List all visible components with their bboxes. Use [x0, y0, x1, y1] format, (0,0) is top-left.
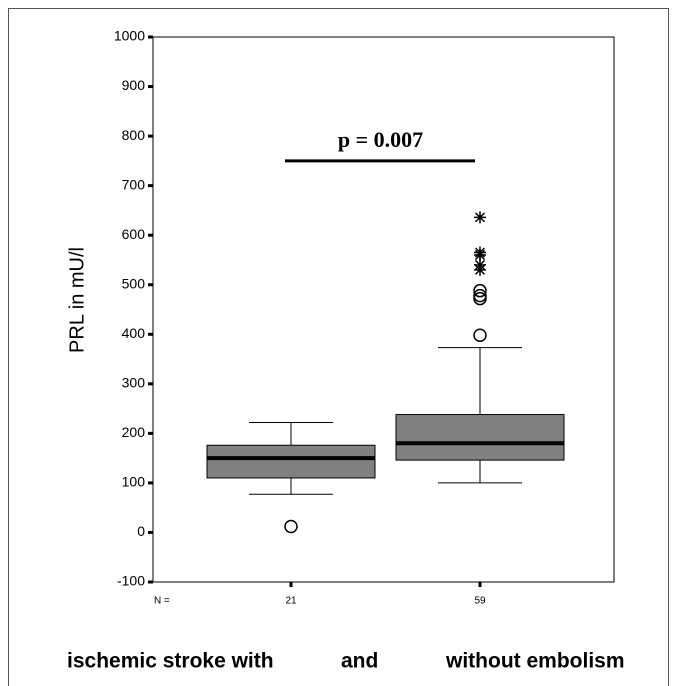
n-count: 59 — [474, 596, 486, 607]
box — [395, 414, 565, 461]
y-tick-label: 200 — [122, 424, 146, 440]
significance-label: p = 0.007 — [338, 127, 423, 152]
y-tick-label: -100 — [117, 573, 145, 589]
n-label: N = — [154, 596, 170, 607]
extreme — [474, 258, 486, 271]
x-label: without embolism — [445, 650, 625, 673]
n-count: 21 — [285, 596, 297, 607]
frame — [8, 8, 669, 686]
y-tick-label: 0 — [137, 523, 145, 539]
y-tick-label: 400 — [122, 325, 146, 341]
y-tick-label: 300 — [122, 375, 146, 391]
outlier — [473, 283, 487, 298]
box — [206, 444, 376, 479]
x-label: ischemic stroke with — [67, 650, 274, 673]
y-tick-label: 600 — [122, 226, 146, 242]
y-axis-label: PRL in mU/l — [66, 247, 88, 353]
y-tick-label: 900 — [122, 77, 146, 93]
y-tick-label: 700 — [122, 176, 146, 192]
outlier — [473, 288, 487, 303]
y-tick-label: 800 — [122, 127, 146, 143]
y-tick-label: 100 — [122, 474, 146, 490]
x-label: and — [341, 650, 378, 673]
y-tick-label: 500 — [122, 275, 146, 291]
outlier — [473, 328, 487, 343]
outlier — [284, 519, 298, 534]
extreme — [474, 246, 486, 259]
plot-area — [152, 36, 615, 583]
extreme — [474, 211, 486, 224]
y-tick-label: 1000 — [114, 28, 145, 44]
